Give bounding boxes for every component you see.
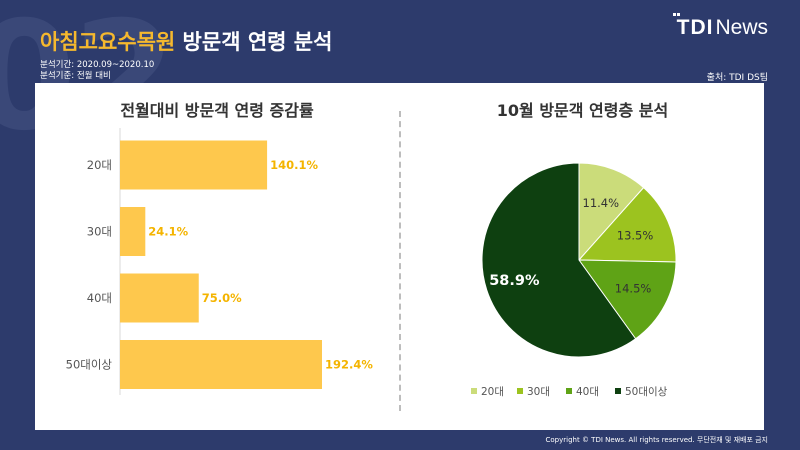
- bar-value-label: 140.1%: [270, 158, 318, 172]
- bar: [120, 340, 322, 389]
- pie-chart-title: 10월 방문객 연령층 분석: [496, 101, 669, 120]
- bar-value-label: 24.1%: [148, 225, 188, 239]
- legend-label: 40대: [576, 386, 599, 398]
- legend-label: 50대이상: [625, 386, 668, 398]
- brand-logo: TDINews: [672, 13, 768, 40]
- legend-swatch: [615, 388, 621, 394]
- bar-chart: 20대 140.1% 30대 24.1% 40대 75.0% 50대이상 192.4%: [66, 128, 373, 395]
- bar: [120, 207, 146, 256]
- pie-slice: [577, 186, 677, 263]
- legend-swatch: [566, 388, 572, 394]
- pie-slice: [578, 259, 677, 340]
- legend-swatch: [471, 388, 477, 394]
- panel-divider: [399, 111, 401, 411]
- bar-value-label: 192.4%: [325, 358, 373, 372]
- pie-value-label: 13.5%: [617, 229, 654, 243]
- analysis-meta: 분석기간: 2020.09~2020.10 분석기준: 전월 대비: [40, 60, 154, 82]
- legend-swatch: [517, 388, 523, 394]
- footer-copyright: Copyright © TDI News. All rights reserve…: [545, 436, 768, 444]
- title-highlight: 아침고요수목원: [40, 30, 176, 54]
- source-note: 출처: TDI DS팀: [706, 73, 768, 83]
- logo-tdi: TDI: [676, 16, 714, 39]
- pie-slice: [481, 162, 637, 358]
- content-panel: 전월대비 방문객 연령 증감률 10월 방문객 연령층 분석 20대 140.1%…: [35, 83, 764, 430]
- bar: [120, 140, 268, 190]
- legend-label: 20대: [481, 386, 504, 398]
- analysis-period: 분석기간: 2020.09~2020.10: [40, 60, 155, 70]
- logo-dots-icon: [672, 13, 680, 16]
- pie-slice: [578, 162, 645, 262]
- title-rest: 방문객 연령 분석: [175, 30, 333, 54]
- legend-label: 30대: [527, 386, 550, 398]
- pie-value-label: 58.9%: [489, 273, 540, 289]
- pie-value-label: 14.5%: [615, 281, 652, 295]
- bar-chart-title: 전월대비 방문객 연령 증감률: [120, 101, 314, 120]
- pie-value-label: 11.4%: [583, 196, 620, 210]
- page-title: 아침고요수목원 방문객 연령 분석: [40, 26, 332, 56]
- analysis-basis: 분석기준: 전월 대비: [40, 71, 111, 81]
- pie-chart: 11.4% 13.5% 14.5% 58.9% 20대 30대 40대 50대이상: [471, 162, 677, 398]
- bar-category-label: 50대이상: [66, 358, 113, 372]
- bar-category-label: 30대: [87, 225, 112, 239]
- logo-news: News: [715, 16, 768, 39]
- bar: [120, 273, 199, 323]
- bar-value-label: 75.0%: [202, 291, 242, 305]
- bar-category-label: 40대: [87, 291, 112, 305]
- bar-category-label: 20대: [87, 158, 112, 172]
